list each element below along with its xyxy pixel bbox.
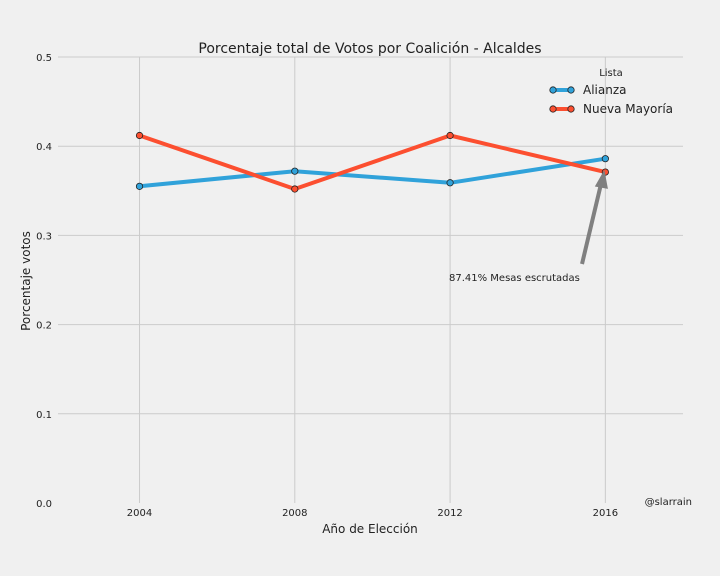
annotation: 87.41% Mesas escrutadas xyxy=(449,169,608,284)
annotation-text: 87.41% Mesas escrutadas xyxy=(449,273,580,284)
series-1-line xyxy=(139,156,606,189)
y-tick-label: 0.0 xyxy=(36,499,52,510)
x-tick-label: 2012 xyxy=(437,508,462,519)
y-tick-label: 0.4 xyxy=(36,142,52,153)
y-axis-label: Porcentaje votos xyxy=(19,231,33,331)
series-1-point xyxy=(601,155,609,163)
x-tick-label: 2016 xyxy=(593,508,618,519)
series-2-point xyxy=(446,131,454,140)
legend-swatch-marker xyxy=(549,105,557,113)
legend: Lista Alianza Nueva Mayoría xyxy=(549,68,673,116)
legend-label: Nueva Mayoría xyxy=(583,102,673,116)
y-tick-label: 0.5 xyxy=(36,53,52,64)
legend-swatch-marker xyxy=(567,86,575,94)
series-2-point xyxy=(135,131,144,140)
legend-swatch-marker xyxy=(549,86,557,94)
x-axis-ticks: 2004 2008 2012 2016 xyxy=(127,508,618,519)
y-tick-label: 0.2 xyxy=(36,321,52,332)
series-lines xyxy=(138,133,606,191)
series-1-point xyxy=(135,182,144,190)
series-points xyxy=(135,131,609,193)
series-2-line xyxy=(138,133,606,191)
x-axis-label: Año de Elección xyxy=(322,522,418,536)
chart-title: Porcentaje total de Votos por Coalición … xyxy=(198,41,541,57)
legend-label: Alianza xyxy=(583,83,627,97)
series-1-point xyxy=(291,167,299,175)
x-tick-label: 2004 xyxy=(127,508,152,519)
series-2-point xyxy=(291,185,299,193)
grid-lines xyxy=(58,56,683,503)
x-tick-label: 2008 xyxy=(282,508,307,519)
legend-title: Lista xyxy=(599,68,623,79)
annotation-arrow-shaft xyxy=(580,183,603,265)
credit-text: @slarrain xyxy=(645,497,692,508)
y-tick-label: 0.1 xyxy=(36,410,52,421)
y-axis-ticks: 0.0 0.1 0.2 0.3 0.4 0.5 xyxy=(36,53,52,510)
series-1-point xyxy=(446,179,454,187)
annotation-arrow-head xyxy=(594,169,608,189)
legend-swatch-marker xyxy=(567,105,575,113)
y-tick-label: 0.3 xyxy=(36,231,52,242)
